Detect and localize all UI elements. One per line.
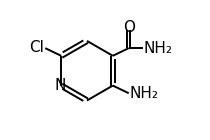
- Text: NH₂: NH₂: [129, 86, 158, 101]
- Text: Cl: Cl: [29, 40, 44, 55]
- Text: NH₂: NH₂: [143, 41, 172, 56]
- Text: N: N: [55, 78, 66, 93]
- Text: O: O: [123, 20, 135, 35]
